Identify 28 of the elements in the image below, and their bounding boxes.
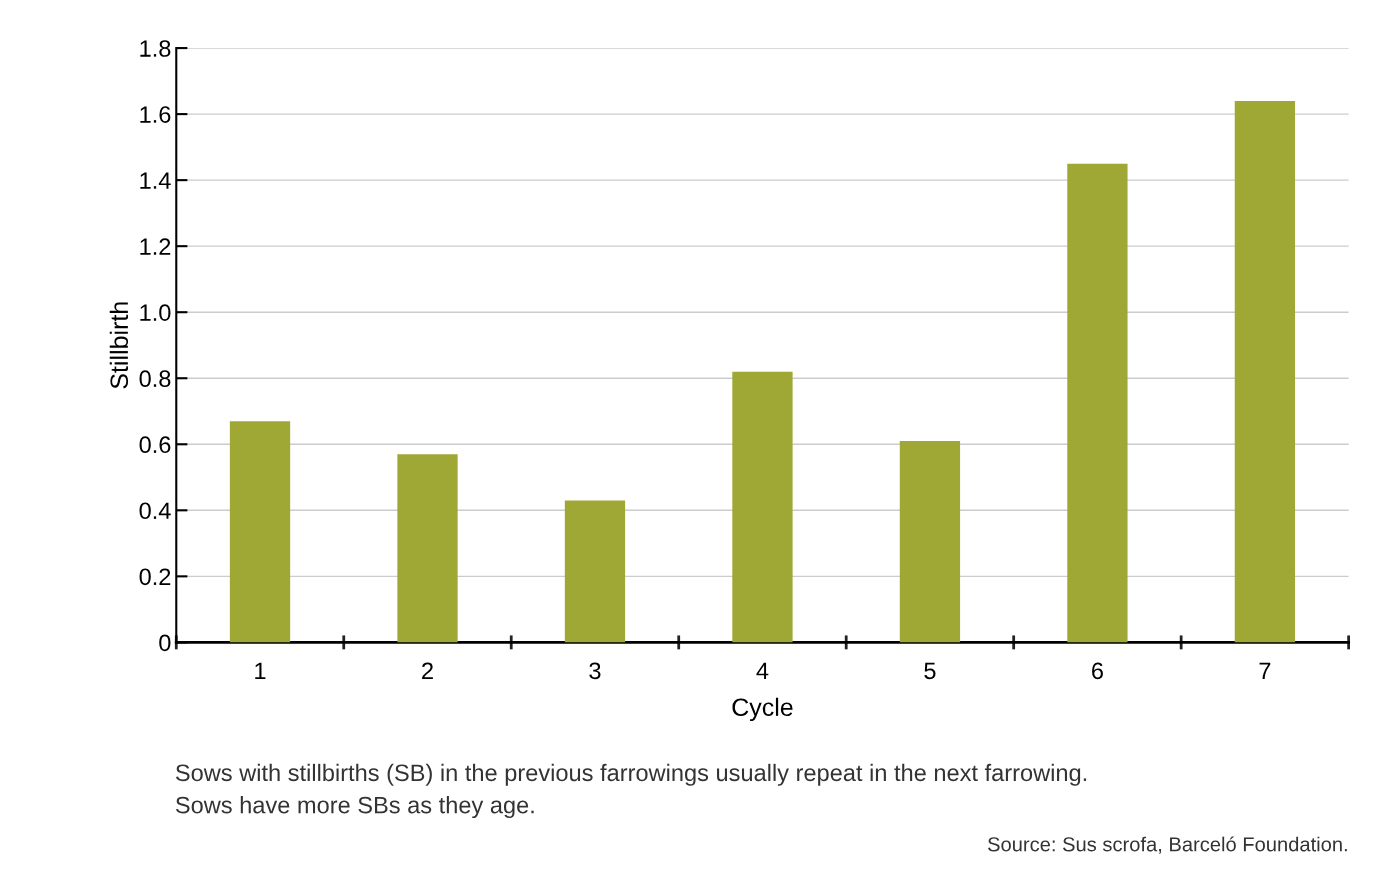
y-tick-label: 1.2 xyxy=(140,238,171,255)
bar xyxy=(397,454,458,643)
x-tick-label: 4 xyxy=(756,662,769,679)
bar xyxy=(229,421,291,643)
bar xyxy=(1234,100,1296,643)
x-tick-label: 7 xyxy=(1259,662,1271,679)
y-tick-label: 1.6 xyxy=(140,106,171,123)
x-tick-label: 3 xyxy=(589,662,601,680)
y-tick-label: 0.4 xyxy=(139,502,171,520)
source-note: Source: Sus scrofa, Barceló Foundation. xyxy=(988,836,1347,854)
y-tick-label: 0.8 xyxy=(139,370,171,388)
bar xyxy=(564,500,626,643)
x-tick-label: 6 xyxy=(1092,662,1103,680)
text: Sows with stillbirths (SB) in the previous farrowings usually repeat in the next farrowing. Sows have more SBs as they age. xyxy=(175,763,1087,819)
bar xyxy=(1067,163,1128,643)
y-tick-label: 0.2 xyxy=(139,568,171,586)
x-tick-label: 1 xyxy=(255,662,266,679)
y-tick-label: 1.4 xyxy=(140,172,171,189)
bar xyxy=(732,371,793,643)
y-tick-label: 0 xyxy=(159,634,171,652)
x-axis-title: Cycle xyxy=(732,697,793,722)
y-tick-label: 0.6 xyxy=(139,436,171,454)
y-axis-title: Stillbirth xyxy=(109,302,129,389)
x-tick-label: 2 xyxy=(422,662,433,679)
y-tick-label: 1.0 xyxy=(140,304,171,321)
bar xyxy=(899,440,961,643)
y-tick-label: 1.8 xyxy=(140,40,171,57)
x-tick-label: 5 xyxy=(924,662,936,680)
